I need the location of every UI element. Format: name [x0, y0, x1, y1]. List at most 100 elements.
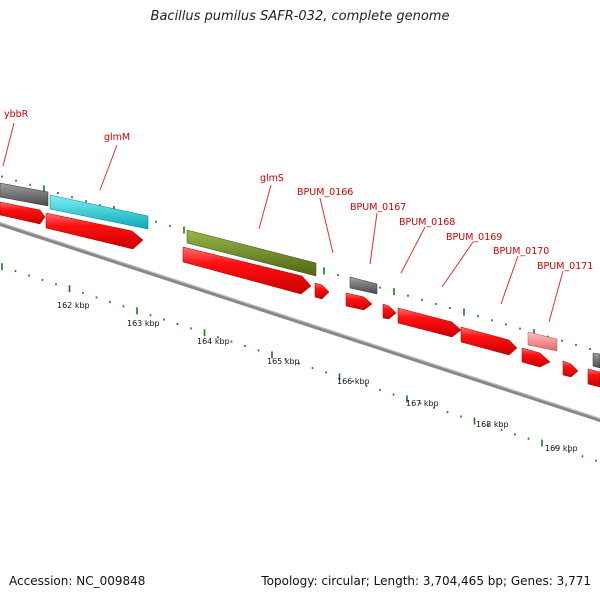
scale-tick	[554, 446, 557, 449]
scale-tick	[311, 367, 314, 370]
accession-text: Accession: NC_009848	[9, 574, 146, 588]
scale-tick	[568, 450, 570, 453]
scale-tick	[595, 459, 597, 462]
leader-BPUM_0169	[441, 241, 474, 288]
scale-tick	[271, 351, 273, 359]
scale-tick	[419, 402, 422, 405]
feature-tick	[323, 267, 325, 275]
feature-tick	[519, 327, 521, 330]
scale-tick	[325, 371, 327, 374]
scale-tick	[365, 384, 368, 387]
scale-tick	[55, 283, 57, 286]
feature-tick	[169, 224, 171, 227]
feature-glmS[interactable]	[186, 229, 317, 277]
feature-right-edge[interactable]	[592, 352, 600, 369]
cds-arrow-right-edge[interactable]	[587, 368, 600, 388]
scale-tick	[14, 270, 17, 273]
gene-label-BPUM_0169: BPUM_0169	[446, 232, 502, 243]
cds-arrows	[0, 201, 600, 388]
scale-label-166: 166 kbp	[337, 377, 370, 386]
scale-tick	[244, 345, 246, 347]
scale-tick	[136, 307, 138, 315]
leader-glmS	[258, 184, 272, 230]
feature-tick	[505, 323, 507, 326]
gene-label-ybbR: ybbR	[4, 109, 29, 120]
leader-BPUM_0166	[319, 197, 334, 254]
genome-backbone	[0, 222, 600, 422]
scale-ticks	[1, 263, 597, 462]
scale-tick	[176, 323, 179, 325]
feature-tick	[1, 175, 3, 178]
feature-tick	[155, 220, 157, 223]
scale-tick	[217, 336, 219, 339]
feature-tick	[85, 200, 87, 203]
scale-label-164: 164 kbp	[197, 337, 230, 346]
scale-tick	[230, 340, 233, 343]
scale-tick	[163, 318, 165, 321]
scale-tick	[122, 305, 125, 308]
scale-label-168: 168 kbp	[476, 420, 509, 429]
gene-label-BPUM_0166: BPUM_0166	[297, 187, 353, 198]
feature-BPUM_0171[interactable]	[527, 331, 558, 352]
scale-tick	[379, 389, 381, 392]
feature-tick	[183, 226, 185, 234]
scale-tick	[527, 437, 530, 440]
cds-arrow-BPUM_0170[interactable]	[521, 347, 551, 368]
feature-tick	[477, 315, 479, 318]
feature-tick	[575, 343, 577, 346]
feature-tick	[29, 183, 31, 186]
cds-arrow-glmM[interactable]	[45, 212, 144, 250]
gene-label-BPUM_0167: BPUM_0167	[350, 202, 406, 213]
cds-arrow-BPUM_0168[interactable]	[397, 307, 462, 338]
scale-tick	[446, 411, 449, 414]
cds-arrow-BPUM_0167[interactable]	[382, 303, 397, 320]
gene-label-BPUM_0170: BPUM_0170	[493, 246, 549, 257]
scale-tick	[257, 349, 260, 352]
feature-tick	[407, 294, 409, 297]
feature-tick	[57, 192, 59, 194]
scale-label-167: 167 kbp	[406, 399, 439, 408]
scale-label-165: 165 kbp	[267, 357, 300, 366]
feature-tick	[449, 307, 451, 309]
feature-tick	[491, 319, 493, 322]
scale-label-169: 169 kbp	[545, 444, 578, 453]
scale-tick	[1, 263, 3, 271]
scale-tick	[41, 278, 44, 281]
leader-BPUM_0167	[369, 212, 378, 265]
feature-tick	[435, 302, 437, 305]
cds-arrow-BPUM_0171[interactable]	[562, 360, 579, 378]
scale-tick	[298, 362, 300, 365]
feature-tick	[533, 329, 535, 337]
leader-ybbR	[2, 122, 15, 167]
gene-label-BPUM_0171: BPUM_0171	[537, 261, 593, 272]
scale-tick	[433, 406, 435, 409]
scale-tick	[284, 358, 287, 361]
feature-glmM[interactable]	[49, 194, 149, 230]
gene-label-glmM: glmM	[104, 132, 130, 143]
cds-arrow-BPUM_0169[interactable]	[460, 326, 518, 356]
feature-tick	[421, 298, 423, 301]
leader-glmM	[99, 144, 118, 191]
scale-tick	[581, 455, 584, 458]
cds-arrow-glmS[interactable]	[182, 246, 312, 295]
scale-tick	[460, 415, 462, 418]
cds-arrow-ybbR[interactable]	[0, 201, 46, 225]
scale-tick	[28, 274, 30, 277]
scale-tick	[109, 300, 111, 303]
feature-tick	[561, 339, 563, 342]
scale-tick	[500, 428, 503, 431]
feature-ybbR[interactable]	[0, 182, 49, 207]
gene-label-BPUM_0168: BPUM_0168	[399, 217, 455, 228]
genome-summary: Topology: circular; Length: 3,704,465 bp…	[261, 574, 591, 588]
feature-tick	[71, 196, 73, 199]
leader-BPUM_0171	[548, 270, 564, 323]
feature-tick	[337, 274, 339, 277]
feature-tick	[379, 286, 381, 289]
scale-tick	[68, 285, 71, 293]
cds-arrow-BPUM_0166[interactable]	[345, 292, 373, 311]
scale-tick	[203, 329, 206, 337]
feature-BPUM_0166[interactable]	[349, 276, 378, 295]
cds-arrow-small-1[interactable]	[314, 282, 330, 300]
scale-tick	[82, 292, 84, 295]
